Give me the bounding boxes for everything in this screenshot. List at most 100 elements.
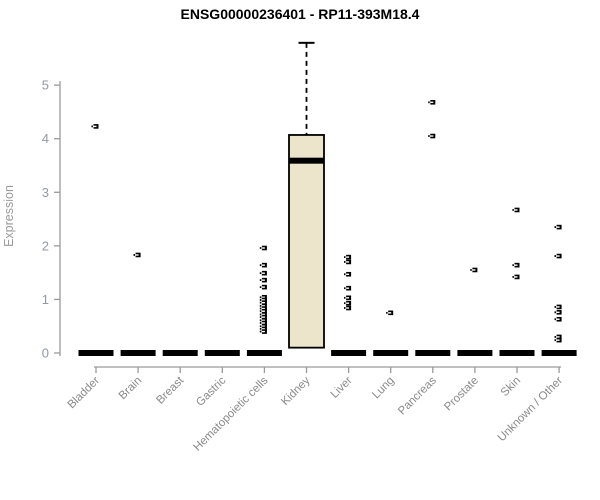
x-category-label: Hematopoietic cells: [192, 374, 271, 453]
data-point-slit: [472, 269, 476, 271]
data-point-nub: [259, 325, 262, 328]
zero-median-bar: [373, 350, 409, 356]
data-point-nub: [428, 101, 430, 104]
data-point-slit: [261, 319, 265, 322]
data-point-nub: [554, 226, 556, 229]
data-point-nub: [259, 313, 262, 316]
data-point-nub: [512, 276, 514, 278]
data-point-nub: [259, 286, 262, 289]
boxplot-group: [246, 245, 282, 356]
boxplot-group: [373, 310, 409, 356]
data-point-nub: [259, 279, 262, 282]
data-point-slit: [261, 313, 265, 316]
data-point-slit: [430, 135, 434, 137]
data-point-nub: [344, 287, 346, 290]
data-point-slit: [261, 305, 265, 307]
y-tick-label: 0: [42, 346, 49, 361]
zero-median-bar: [246, 350, 282, 356]
data-point-nub: [554, 255, 556, 257]
x-category-label: Gastric: [194, 374, 228, 408]
zero-median-bar: [78, 350, 114, 356]
data-point-nub: [259, 272, 262, 275]
zero-median-bar: [162, 350, 198, 356]
data-point-slit: [135, 254, 139, 256]
data-point-nub: [554, 318, 556, 321]
y-axis-title: Expression: [2, 185, 16, 247]
boxplot-group: [204, 350, 240, 356]
data-point-nub: [259, 264, 262, 267]
data-point-nub: [259, 322, 262, 324]
y-tick-label: 3: [42, 185, 49, 200]
box: [288, 134, 325, 349]
x-category-label: Bladder: [66, 375, 103, 412]
data-point-slit: [261, 307, 265, 310]
y-tick-label: 2: [42, 238, 49, 253]
data-point-slit: [261, 286, 265, 288]
data-point-slit: [346, 302, 350, 304]
plot-layer: 0 1 2 3 4 5 Bladder Brain Breast GastricHematopoi…: [42, 41, 577, 454]
data-point-slit: [261, 322, 265, 324]
data-point-nub: [259, 296, 262, 299]
data-point-slit: [430, 101, 434, 103]
data-point-slit: [261, 325, 265, 327]
data-point-nub: [344, 256, 346, 259]
boxplot-group: [331, 254, 367, 356]
data-point-nub: [554, 311, 556, 314]
data-point-nub: [344, 261, 346, 263]
x-category-label: Pancreas: [396, 374, 439, 417]
data-point-nub: [344, 273, 346, 276]
data-point-slit: [261, 299, 265, 301]
data-point-nub: [91, 125, 93, 128]
boxplot-group: [120, 252, 156, 356]
y-tick-label: 1: [42, 292, 49, 307]
data-point-nub: [259, 327, 262, 330]
data-point-nub: [259, 307, 262, 310]
data-point-slit: [388, 312, 392, 314]
x-category-label: Breast: [154, 374, 187, 407]
data-point-nub: [259, 247, 262, 249]
boxplot-group: [541, 224, 577, 356]
data-point-slit: [261, 264, 265, 266]
data-point-slit: [346, 287, 350, 289]
zero-median-bar: [204, 350, 240, 356]
data-point-nub: [554, 336, 556, 338]
x-category-label: Prostate: [442, 375, 481, 414]
data-point-nub: [554, 339, 556, 342]
data-point-slit: [346, 273, 350, 275]
data-point-slit: [346, 256, 350, 258]
data-point-nub: [259, 301, 262, 304]
boxplot-group: [288, 41, 325, 349]
data-point-slit: [261, 310, 265, 312]
data-point-nub: [259, 304, 262, 307]
data-point-nub: [259, 316, 262, 319]
boxplot-group: [415, 99, 451, 356]
data-point-nub: [386, 311, 388, 314]
chart-title: ENSG00000236401 - RP11-393M18.4: [181, 6, 420, 22]
data-point-nub: [259, 299, 262, 301]
boxplot-group: [457, 267, 493, 356]
data-point-slit: [346, 261, 350, 263]
x-category-label: Skin: [499, 375, 523, 399]
zero-median-bar: [120, 350, 156, 356]
data-point-slit: [261, 272, 265, 274]
data-point-nub: [512, 209, 514, 211]
data-point-slit: [556, 318, 560, 320]
data-point-nub: [344, 302, 346, 305]
zero-median-bar: [415, 350, 451, 356]
x-category-label: Brain: [117, 375, 144, 402]
data-point-slit: [556, 226, 560, 228]
data-point-nub: [554, 306, 556, 308]
data-point-nub: [470, 269, 472, 271]
data-point-nub: [133, 254, 135, 256]
data-point-slit: [346, 307, 350, 309]
zero-median-bar: [541, 350, 577, 356]
data-point-slit: [556, 336, 560, 338]
data-point-nub: [259, 330, 262, 333]
data-point-slit: [261, 316, 265, 318]
zero-median-bar: [331, 350, 367, 356]
boxplot-group: [162, 350, 198, 356]
data-point-slit: [261, 328, 265, 330]
data-point-slit: [556, 339, 560, 341]
data-point-slit: [261, 330, 265, 333]
